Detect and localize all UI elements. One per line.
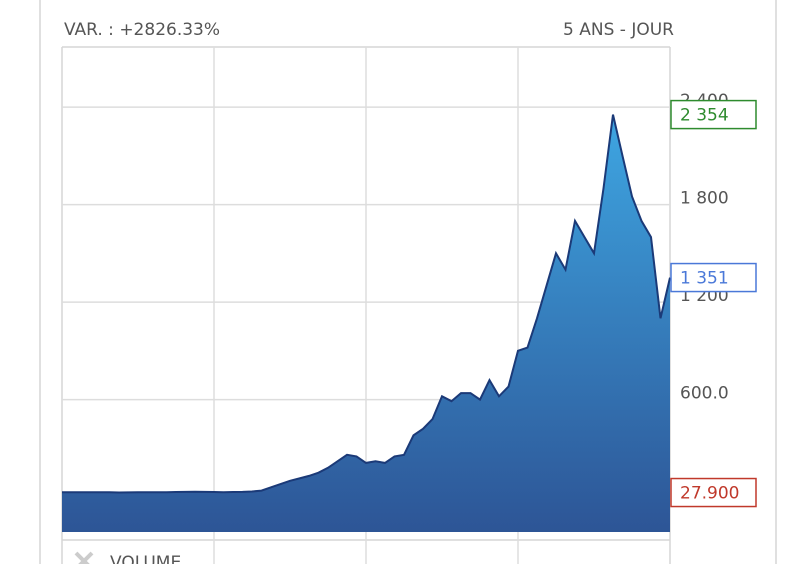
- close-icon: [74, 551, 94, 564]
- price-line: [62, 114, 671, 494]
- period-label: 5 ANS - JOUR: [563, 20, 674, 40]
- price-box: [670, 262, 757, 293]
- volume-toggle[interactable]: VOLUME: [74, 551, 181, 564]
- price-box-label: 27.900: [680, 484, 739, 504]
- price-box: [670, 477, 757, 508]
- price-box: [670, 99, 757, 130]
- y-tick-label: 1 800: [680, 189, 729, 209]
- change-label: VAR. : +2826.33%: [64, 20, 220, 40]
- area: [62, 114, 670, 532]
- price-box-label: 2 354: [680, 106, 729, 126]
- volume-label: VOLUME: [110, 553, 181, 564]
- y-tick-label: 600.0: [680, 384, 729, 404]
- price-box-label: 1 351: [680, 269, 729, 289]
